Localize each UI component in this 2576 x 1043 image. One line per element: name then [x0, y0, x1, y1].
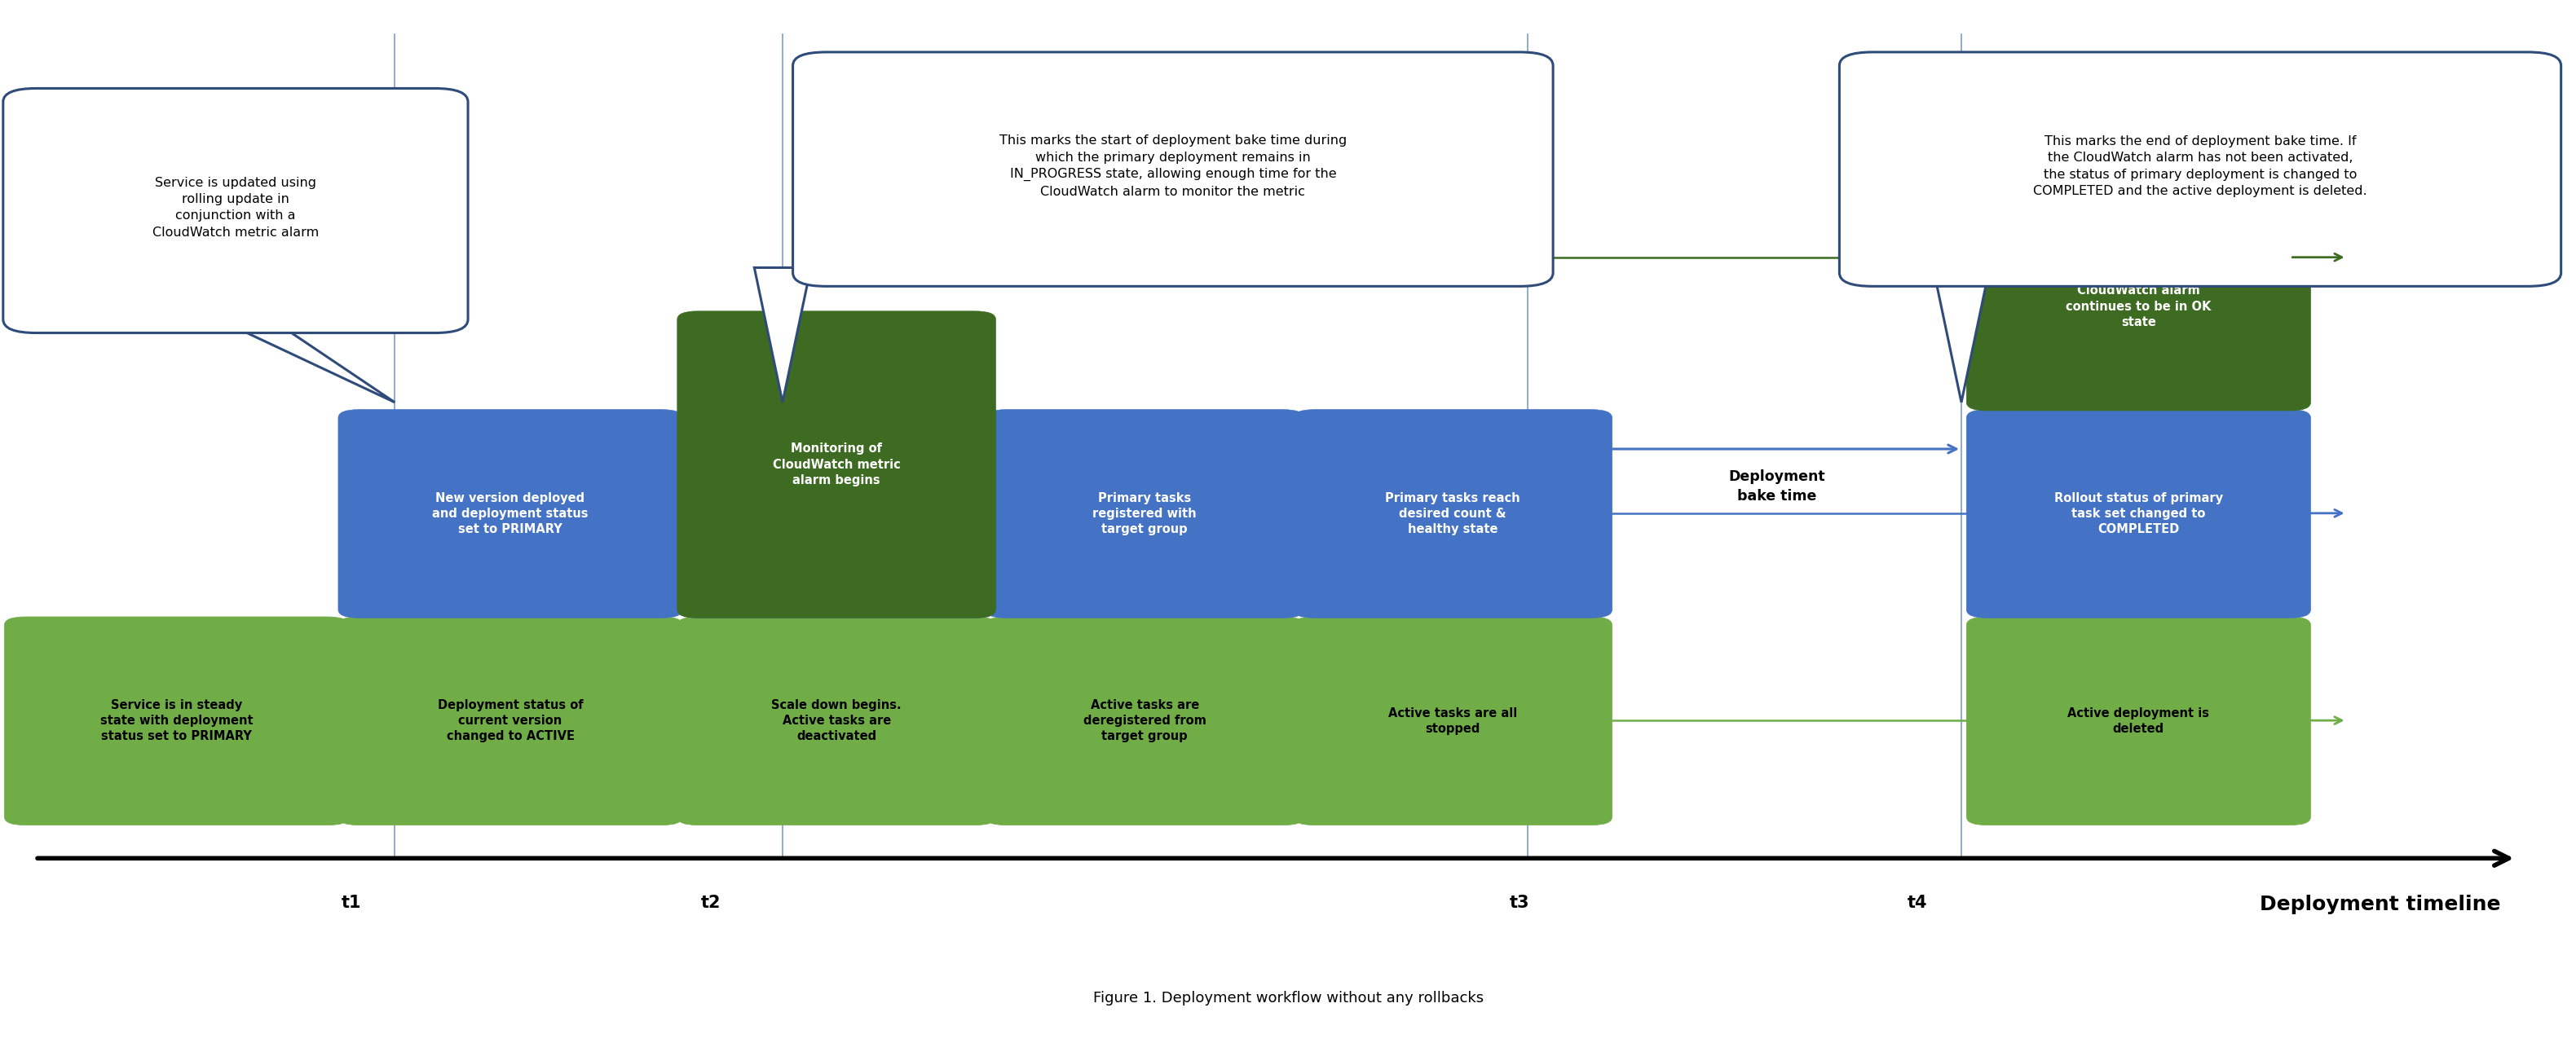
- FancyBboxPatch shape: [337, 410, 683, 617]
- Text: Figure 1. Deployment workflow without any rollbacks: Figure 1. Deployment workflow without an…: [1092, 991, 1484, 1005]
- Polygon shape: [206, 314, 394, 403]
- FancyBboxPatch shape: [1965, 616, 2311, 825]
- Text: Deployment status of
current version
changed to ACTIVE: Deployment status of current version cha…: [438, 699, 582, 743]
- Text: Active tasks are all
stopped: Active tasks are all stopped: [1388, 707, 1517, 735]
- Text: Deployment timeline: Deployment timeline: [2259, 895, 2501, 914]
- FancyBboxPatch shape: [987, 616, 1303, 825]
- Text: t2: t2: [701, 895, 721, 911]
- FancyBboxPatch shape: [1965, 410, 2311, 617]
- Text: Primary tasks
registered with
target group: Primary tasks registered with target gro…: [1092, 492, 1198, 535]
- Text: This marks the end of deployment bake time. If
the CloudWatch alarm has not been: This marks the end of deployment bake ti…: [2032, 135, 2367, 197]
- FancyBboxPatch shape: [677, 410, 997, 617]
- Polygon shape: [755, 268, 811, 403]
- Text: Primary tasks are
provisioned: Primary tasks are provisioned: [778, 500, 896, 528]
- Text: Service is in steady
state with deployment
status set to PRIMARY: Service is in steady state with deployme…: [100, 699, 252, 743]
- FancyBboxPatch shape: [3, 89, 469, 333]
- Polygon shape: [1932, 268, 1989, 403]
- FancyBboxPatch shape: [5, 616, 348, 825]
- Text: Rollout status of primary
task set changed to
COMPLETED: Rollout status of primary task set chang…: [2053, 492, 2223, 535]
- Text: Service is updated using
rolling update in
conjunction with a
CloudWatch metric : Service is updated using rolling update …: [152, 176, 319, 239]
- FancyBboxPatch shape: [1293, 410, 1613, 617]
- FancyBboxPatch shape: [987, 410, 1303, 617]
- FancyBboxPatch shape: [677, 311, 997, 617]
- FancyBboxPatch shape: [793, 52, 1553, 286]
- Text: t1: t1: [340, 895, 361, 911]
- FancyBboxPatch shape: [1839, 52, 2561, 286]
- FancyBboxPatch shape: [1965, 202, 2311, 411]
- Text: Primary tasks reach
desired count &
healthy state: Primary tasks reach desired count & heal…: [1386, 492, 1520, 535]
- FancyBboxPatch shape: [1293, 616, 1613, 825]
- FancyBboxPatch shape: [337, 616, 683, 825]
- FancyBboxPatch shape: [677, 616, 997, 825]
- Text: Deployment
bake time: Deployment bake time: [1728, 469, 1824, 504]
- Text: Active tasks are
deregistered from
target group: Active tasks are deregistered from targe…: [1082, 699, 1206, 743]
- Text: Active deployment is
deleted: Active deployment is deleted: [2069, 707, 2210, 735]
- Text: t4: t4: [1909, 895, 1927, 911]
- Text: CloudWatch alarm
continues to be in OK
state: CloudWatch alarm continues to be in OK s…: [2066, 285, 2210, 329]
- Text: Scale down begins.
Active tasks are
deactivated: Scale down begins. Active tasks are deac…: [770, 699, 902, 743]
- Text: t3: t3: [1510, 895, 1530, 911]
- Text: New version deployed
and deployment status
set to PRIMARY: New version deployed and deployment stat…: [433, 492, 587, 535]
- Text: Monitoring of
CloudWatch metric
alarm begins: Monitoring of CloudWatch metric alarm be…: [773, 442, 902, 486]
- Text: This marks the start of deployment bake time during
which the primary deployment: This marks the start of deployment bake …: [999, 135, 1347, 197]
